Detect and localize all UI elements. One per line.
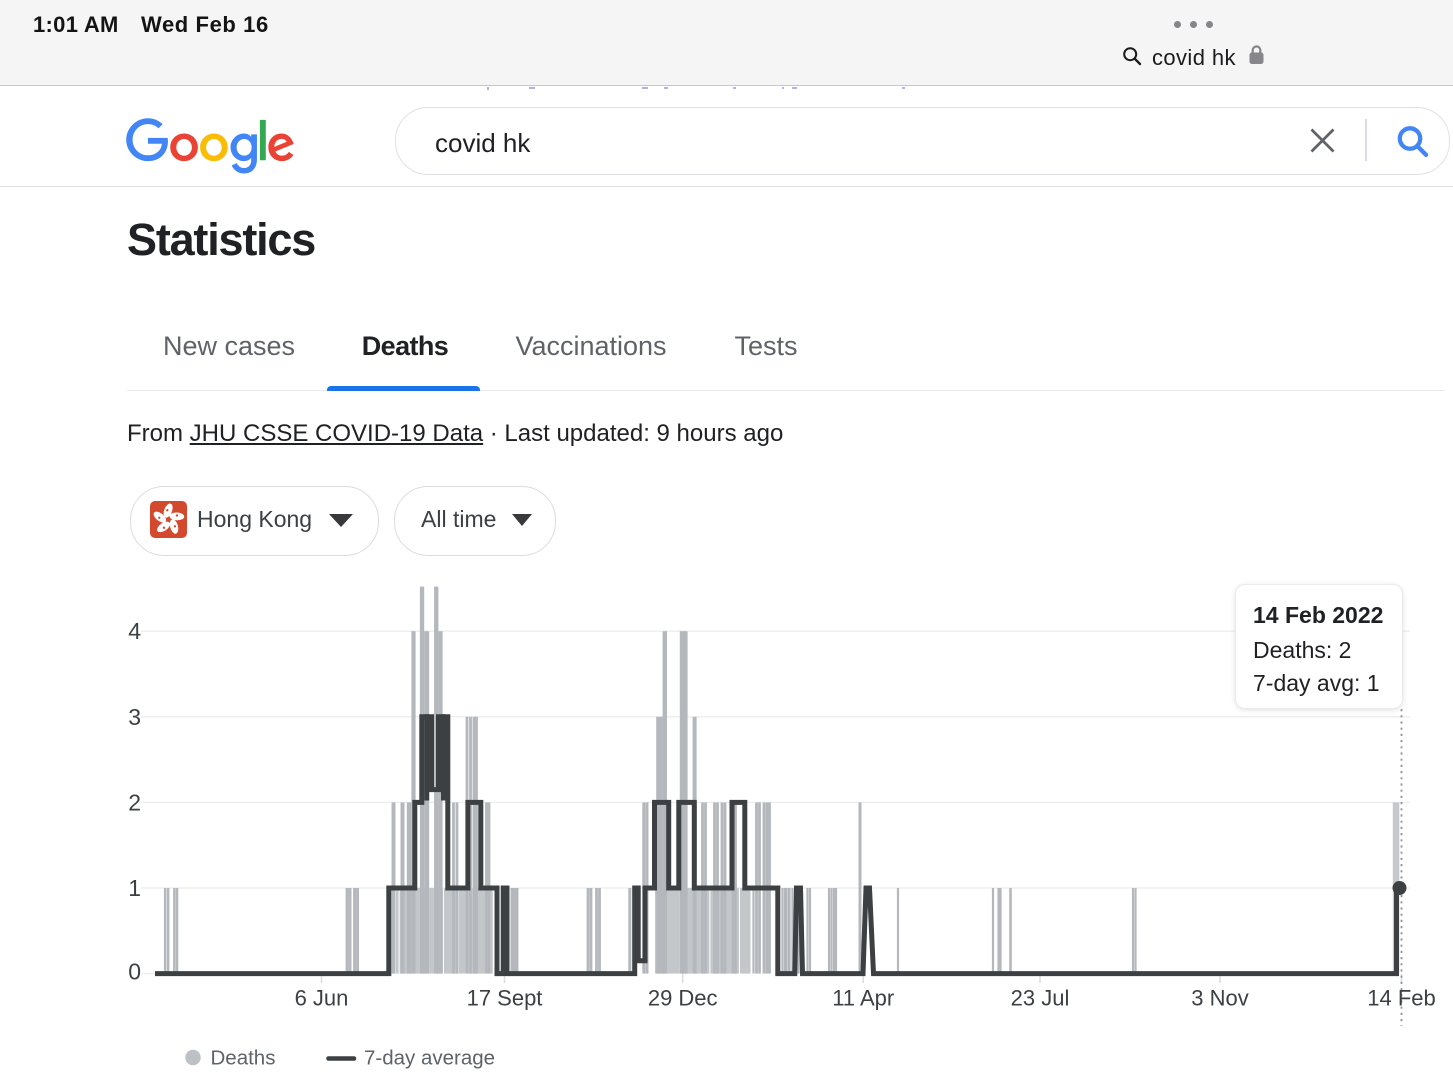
svg-text:3: 3 (128, 704, 141, 730)
svg-text:2: 2 (128, 789, 141, 815)
svg-text:3 Nov: 3 Nov (1191, 986, 1248, 1011)
svg-text:0: 0 (128, 959, 141, 985)
svg-text:6 Jun: 6 Jun (295, 986, 349, 1011)
svg-text:1: 1 (128, 875, 141, 901)
svg-text:14 Feb: 14 Feb (1367, 986, 1436, 1011)
svg-text:11 Apr: 11 Apr (832, 986, 894, 1011)
svg-text:17 Sept: 17 Sept (467, 986, 543, 1011)
svg-text:23 Jul: 23 Jul (1011, 986, 1070, 1011)
svg-text:Deaths: Deaths (211, 1047, 276, 1070)
svg-text:4: 4 (128, 618, 141, 644)
svg-text:29 Dec: 29 Dec (648, 986, 718, 1011)
svg-text:7-day average: 7-day average (364, 1047, 495, 1070)
